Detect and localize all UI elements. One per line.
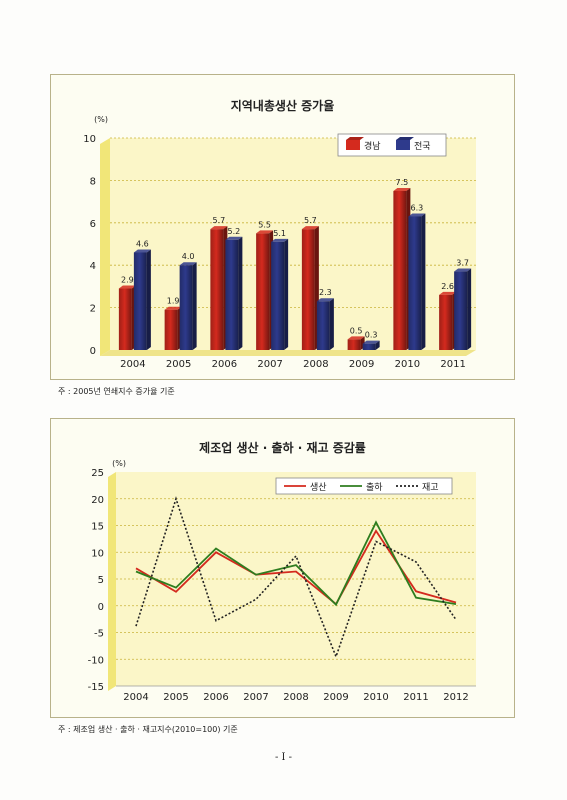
- chart-title: 제조업 생산 · 출하 · 재고 증감률: [199, 441, 366, 455]
- chart-note: 주 : 2005년 연쇄지수 증가율 기준: [58, 387, 175, 396]
- chart-panel-gdp: 지역내총생산 증가율: [50, 74, 515, 380]
- page-number: - I -: [274, 752, 293, 763]
- chart-note: 주 : 제조업 생산 · 출하 · 재고지수(2010=100) 기준: [58, 725, 238, 734]
- chart-title: 지역내총생산 증가율: [230, 99, 335, 113]
- chart-panel-manufacturing: 제조업 생산 · 출하 · 재고 증감률: [50, 418, 515, 718]
